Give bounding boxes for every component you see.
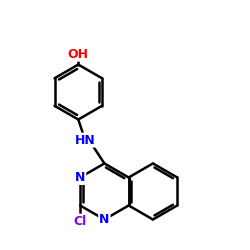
Text: N: N (99, 213, 110, 226)
Text: OH: OH (68, 48, 89, 61)
Text: N: N (75, 171, 85, 184)
Text: HN: HN (75, 134, 96, 146)
Text: Cl: Cl (74, 215, 87, 228)
